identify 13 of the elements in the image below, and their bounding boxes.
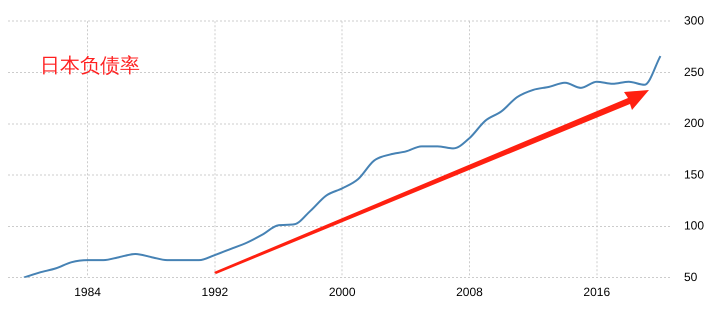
x-tick-label: 2000 [328, 285, 356, 300]
text: 日本负债率 [40, 52, 140, 79]
line-series [22, 55, 662, 278]
y-tick-label: 150 [684, 167, 704, 182]
y-tick-label: 100 [684, 218, 704, 233]
y-tick-label: 250 [684, 64, 704, 79]
x-tick-label: 2016 [583, 285, 610, 300]
y-tick-label: 300 [684, 14, 704, 28]
x-tick-label: 2008 [456, 285, 484, 300]
y-tick-label: 200 [684, 116, 704, 130]
x-tick-label: 1992 [202, 285, 229, 300]
y-tick-label: 50 [684, 270, 698, 284]
x-tick-label: 1984 [74, 285, 102, 300]
